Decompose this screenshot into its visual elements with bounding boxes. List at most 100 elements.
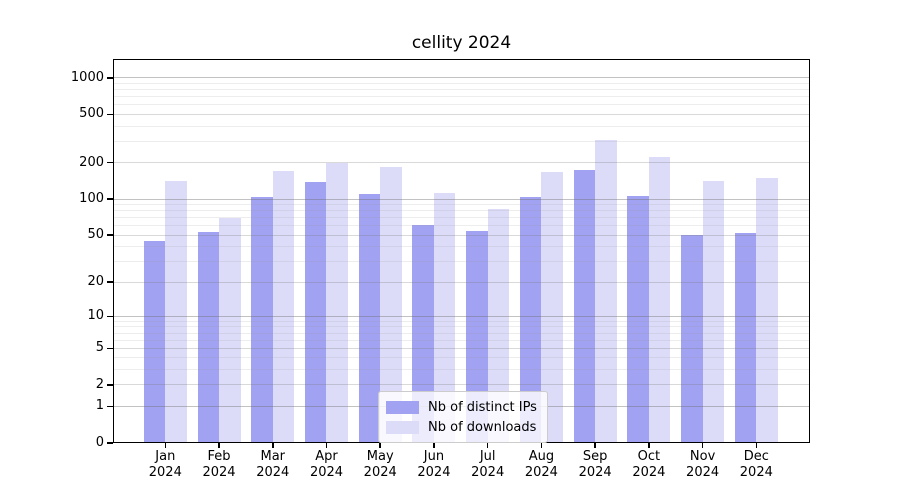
bar-downloads-jan	[165, 181, 187, 443]
y-tick-label: 200	[79, 154, 104, 170]
y-tick-mark	[107, 347, 113, 350]
x-tick-label-month: Jan	[155, 449, 176, 464]
gridline-major	[113, 315, 810, 317]
bar-downloads-oct	[648, 156, 671, 443]
plot-area: Nb of distinct IPs Nb of downloads	[113, 59, 810, 443]
gridline-minor	[113, 234, 810, 236]
gridline-minor	[113, 104, 810, 106]
gridline-minor	[113, 96, 810, 98]
x-tick-label-month: Feb	[207, 449, 231, 464]
x-tick-mark	[379, 443, 381, 448]
bar-downloads-apr	[326, 162, 348, 443]
x-tick-label-month: Aug	[528, 449, 555, 464]
x-tick-label-month: Apr	[315, 449, 338, 464]
legend-row-downloads: Nb of downloads	[386, 417, 537, 437]
x-tick-label: Nov 2024	[661, 449, 745, 481]
gridline-minor	[113, 357, 810, 359]
bar-distinct-ips-oct	[627, 195, 649, 443]
x-tick-label-month: Oct	[637, 449, 661, 464]
x-tick-label-month: Dec	[743, 449, 769, 464]
y-tick-mark	[107, 281, 113, 283]
x-tick-mark	[433, 443, 435, 448]
bar-distinct-ips-aug	[519, 197, 542, 443]
legend-row-distinct-ips: Nb of distinct IPs	[386, 397, 537, 417]
x-tick-label: Oct 2024	[607, 449, 691, 481]
bar-distinct-ips-dec	[734, 233, 757, 443]
x-tick-mark	[540, 443, 543, 448]
y-tick-mark	[107, 113, 113, 116]
legend-label-downloads: Nb of downloads	[428, 419, 537, 435]
y-tick-mark	[107, 315, 113, 317]
x-tick-label: Aug 2024	[499, 449, 583, 481]
y-tick-label: 100	[79, 191, 104, 207]
legend: Nb of distinct IPs Nb of downloads	[378, 391, 548, 443]
gridline-minor	[113, 347, 810, 349]
x-tick-label-year: 2024	[148, 465, 182, 480]
chart-title: cellity 2024	[411, 33, 512, 53]
gridline-minor	[113, 113, 810, 115]
bar-downloads-feb	[219, 217, 241, 443]
y-tick-mark	[107, 384, 113, 386]
x-tick-label-month: Sep	[582, 449, 608, 464]
y-tick-label: 1	[95, 398, 104, 414]
y-tick-mark	[107, 405, 113, 408]
bar-distinct-ips-feb	[197, 232, 220, 443]
x-tick-label: Feb 2024	[177, 449, 261, 481]
y-tick-mark	[107, 234, 113, 236]
y-tick-mark	[107, 198, 113, 200]
legend-label-distinct-ips: Nb of distinct IPs	[428, 399, 537, 415]
x-tick-mark	[648, 443, 650, 448]
y-tick-mark	[107, 442, 113, 444]
x-tick-label-month: Mar	[260, 449, 286, 464]
x-tick-label: Apr 2024	[284, 449, 368, 481]
x-tick-label-year: 2024	[417, 465, 451, 480]
gridline-minor	[113, 339, 810, 341]
gridline-minor	[113, 225, 810, 227]
bar-downloads-mar	[272, 171, 295, 443]
bar-downloads-aug	[541, 172, 563, 443]
y-tick-label: 0	[95, 435, 104, 450]
bar-distinct-ips-may	[358, 194, 381, 443]
x-tick-label-year: 2024	[363, 465, 397, 480]
gridline-minor	[113, 140, 810, 142]
x-tick-label-year: 2024	[471, 465, 505, 480]
x-tick-label-year: 2024	[524, 465, 558, 480]
x-tick-label-year: 2024	[686, 465, 720, 480]
gridline-minor	[113, 384, 810, 386]
x-tick-mark	[486, 443, 489, 448]
bar-distinct-ips-mar	[251, 197, 273, 443]
gridline-minor	[113, 246, 810, 248]
gridline-minor	[113, 162, 810, 164]
x-tick-label-year: 2024	[578, 465, 612, 480]
x-tick-label-year: 2024	[202, 465, 236, 480]
gridline-major	[113, 77, 810, 79]
gridline-minor	[113, 89, 810, 91]
legend-swatch-downloads	[386, 420, 419, 434]
x-tick-mark	[701, 443, 704, 448]
x-tick-label-month: May	[366, 449, 394, 464]
x-tick-label: Jun 2024	[392, 449, 476, 481]
x-tick-label: Sep 2024	[553, 449, 637, 481]
bar-distinct-ips-jul	[466, 231, 488, 443]
x-tick-mark	[164, 443, 167, 448]
gridline-minor	[113, 320, 810, 322]
y-tick-label: 5	[95, 340, 104, 356]
bar-distinct-ips-jun	[412, 224, 434, 443]
gridline-minor	[113, 210, 810, 212]
y-tick-label: 2	[95, 376, 104, 392]
gridline-minor	[113, 82, 810, 84]
x-tick-label-month: Jul	[479, 449, 496, 464]
x-tick-mark	[594, 443, 596, 448]
x-tick-label: Jul 2024	[446, 449, 530, 481]
x-tick-label-year: 2024	[256, 465, 290, 480]
x-tick-label-year: 2024	[309, 465, 344, 480]
x-tick-label-month: Nov	[689, 449, 716, 464]
x-tick-mark	[755, 443, 758, 448]
gridline-major	[113, 198, 810, 200]
y-tick-label: 500	[79, 106, 104, 122]
y-tick-mark	[107, 77, 113, 79]
y-tick-label: 1000	[70, 69, 104, 85]
gridline-minor	[113, 204, 810, 206]
y-tick-label: 50	[87, 227, 104, 243]
